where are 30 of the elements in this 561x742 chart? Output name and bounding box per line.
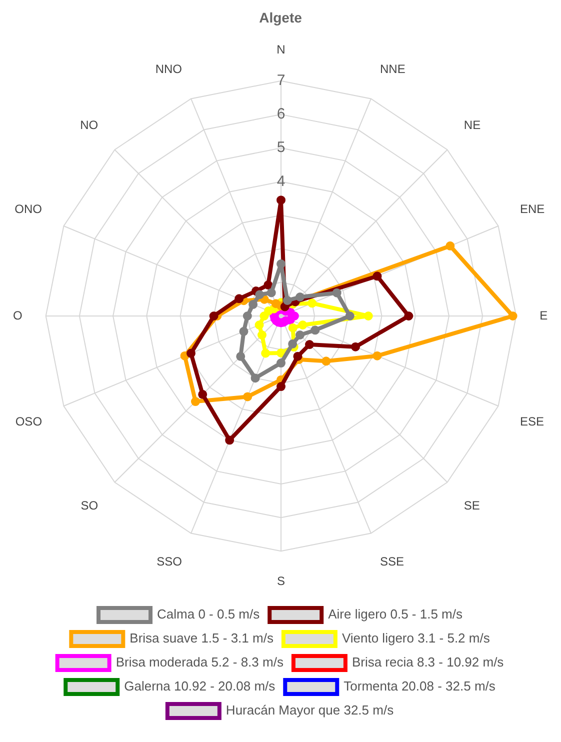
spoke-label: ESE (520, 414, 544, 428)
spoke-label: N (276, 42, 286, 56)
y-tick-label: 5 (276, 139, 286, 156)
spoke-label: NE (464, 118, 481, 132)
legend-label: Viento ligero 3.1 - 5.2 m/s (342, 630, 490, 646)
legend-label: Huracán Mayor que 32.5 m/s (226, 702, 394, 718)
y-tick-label: 7 (276, 72, 286, 89)
legend-label: Galerna 10.92 - 20.08 m/s (124, 678, 276, 694)
legend-label: Aire ligero 0.5 - 1.5 m/s (328, 606, 463, 622)
legend-label: Tormenta 20.08 - 32.5 m/s (344, 678, 496, 694)
spoke-label: E (540, 308, 548, 322)
legend-label: Brisa recia 8.3 - 10.92 m/s (352, 654, 504, 670)
spoke-label: NNO (155, 62, 182, 76)
y-tick-label: 4 (276, 172, 286, 190)
chart-title: Algete (259, 9, 302, 26)
y-tick-label: 6 (276, 106, 286, 123)
spoke-label: SSO (156, 554, 182, 568)
spoke-label: OSO (15, 414, 42, 428)
spoke-label: ONO (14, 202, 42, 216)
legend-label: Calma 0 - 0.5 m/s (157, 606, 260, 622)
spoke-label: ENE (520, 202, 545, 216)
spoke-label: SE (464, 498, 480, 512)
spoke-label: S (276, 574, 286, 588)
legend-label: Brisa suave 1.5 - 3.1 m/s (130, 630, 274, 646)
spoke-label: O (12, 308, 22, 322)
spoke-label: NNE (380, 62, 406, 76)
spoke-label: NO (80, 118, 98, 132)
spoke-label: SO (80, 498, 98, 512)
spoke-label: SSE (380, 554, 404, 568)
legend-label: Brisa moderada 5.2 - 8.3 m/s (116, 654, 284, 670)
